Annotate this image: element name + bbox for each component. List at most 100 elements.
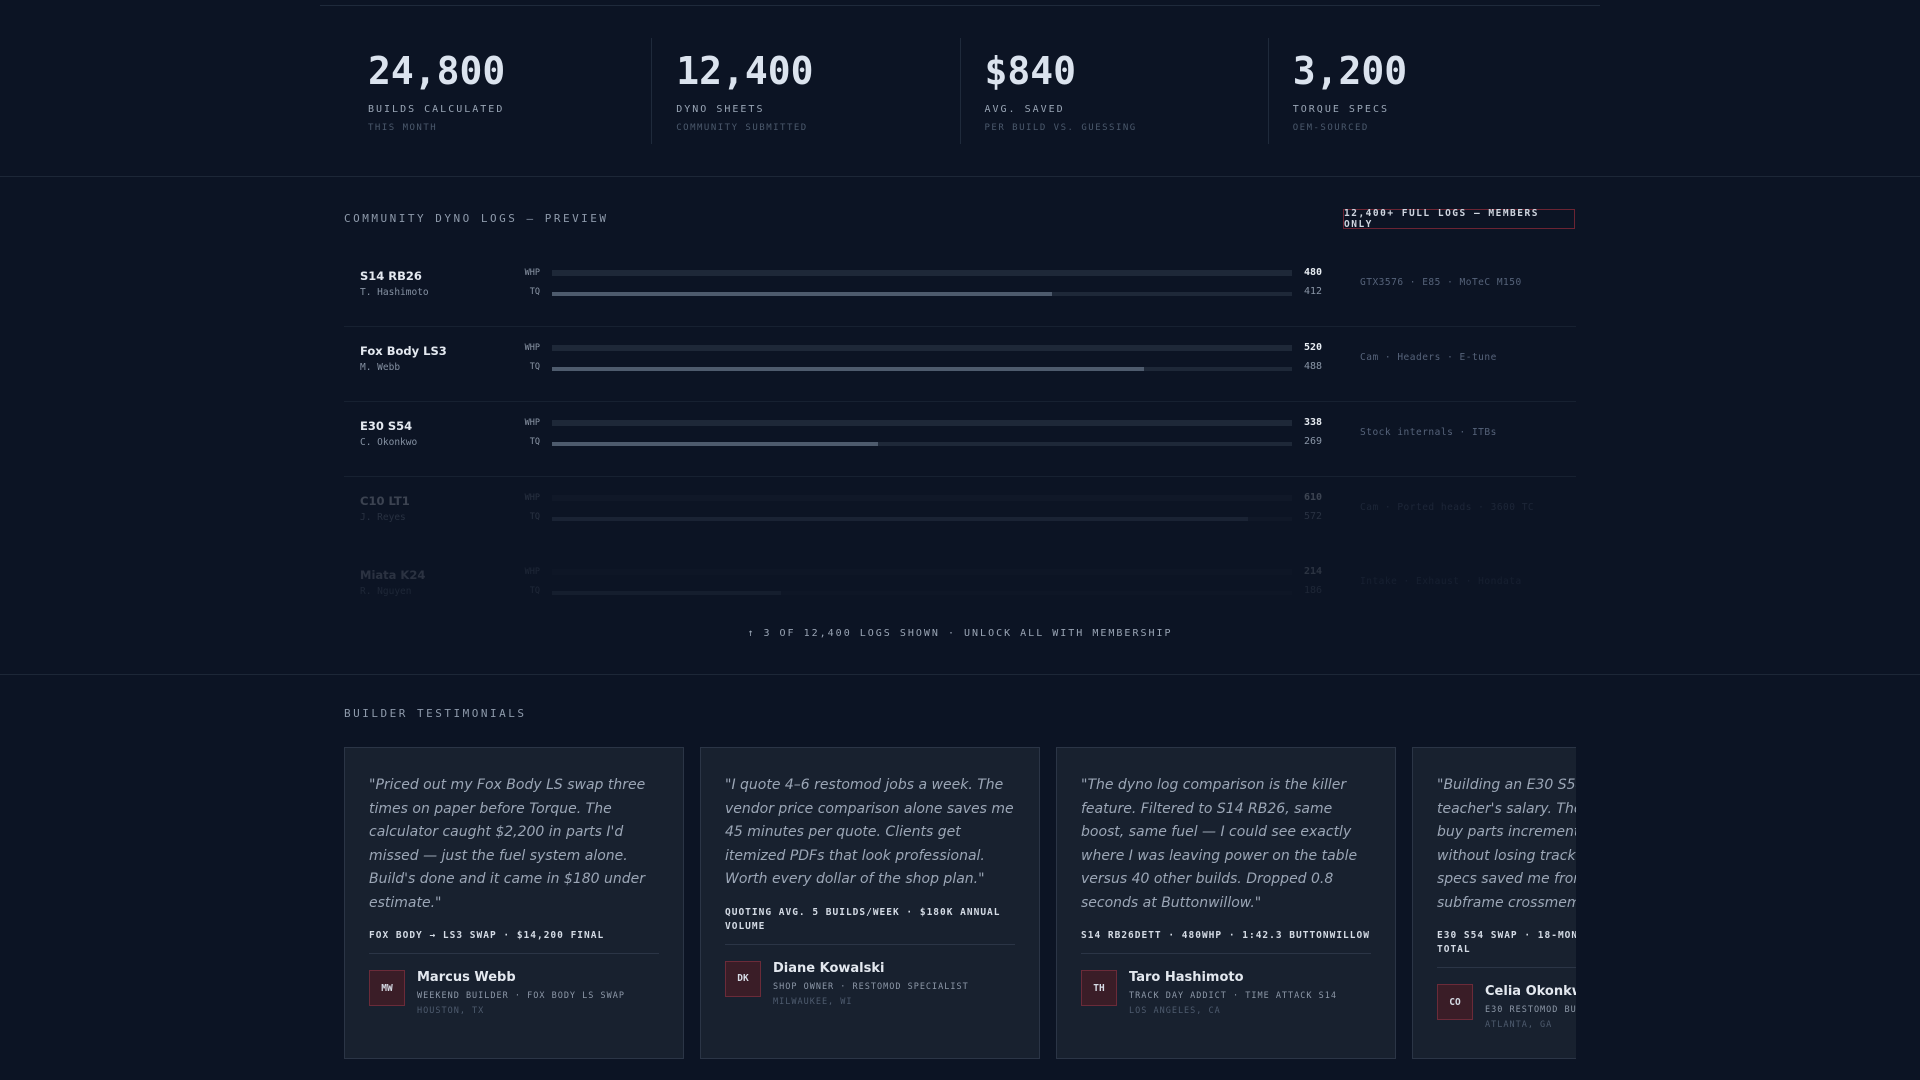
avatar: DK [725,960,761,997]
author: MW Marcus Webb WEEKEND BUILDER · FOX BOD… [369,970,659,1016]
dyno-row-locked: C10 LT1 J. Reyes WHP 610 TQ 572 Cam · Po… [344,477,1576,551]
build-name: C10 LT1 [360,494,410,508]
tq-bar [552,591,1292,595]
author: TH Taro Hashimoto TRACK DAY ADDICT · TIM… [1081,970,1371,1016]
whp-label: WHP [524,493,540,503]
author-name: Marcus Webb [417,970,516,985]
tq-value: 488 [1304,361,1323,372]
author: DK Diane Kowalski SHOP OWNER · RESTOMOD … [725,960,1015,1007]
tq-value: 186 [1304,585,1323,596]
dyno-row[interactable]: E30 S54 C. Okonkwo WHP 338 TQ 269 Stock … [344,402,1576,477]
author-info: Celia Okonkwo E30 RESTOMOD BUILDER ATLAN… [1485,984,1576,1030]
stat-sub: PER BUILD VS. GUESSING [984,123,1137,133]
build-name: S14 RB26 [360,269,422,283]
author-name: Celia Okonkwo [1485,984,1576,999]
author-role: E30 RESTOMOD BUILDER [1485,1005,1576,1015]
tq-value: 572 [1304,511,1323,522]
whp-value: 520 [1304,342,1323,353]
build-summary: E30 S54 SWAP · 18-MONTH BUILD · $11,900 … [1437,929,1576,968]
stat-sub: THIS MONTH [368,123,438,133]
members-only-badge[interactable]: 12,400+ FULL LOGS — MEMBERS ONLY [1343,208,1575,230]
dyno-row[interactable]: S14 RB26 T. Hashimoto WHP 480 TQ 412 GTX… [344,252,1576,327]
avatar: CO [1437,984,1473,1020]
stat-value: 24,800 [368,49,506,93]
dyno-log-list: S14 RB26 T. Hashimoto WHP 480 TQ 412 GTX… [344,252,1576,625]
build-specs: Cam · Ported heads · 3600 TC [1360,502,1535,513]
testimonial-card: "Priced out my Fox Body LS swap three ti… [344,747,684,1059]
stat-value: 12,400 [676,49,814,93]
whp-value: 214 [1304,566,1323,577]
stat-sub: OEM-SOURCED [1292,123,1369,133]
stat-label: AVG. SAVED [984,104,1065,115]
builder-name: T. Hashimoto [360,287,429,298]
avatar: MW [369,970,405,1006]
stat-builds: 24,800 BUILDS CALCULATED THIS MONTH [344,38,651,144]
stat-torque-specs: 3,200 TORQUE SPECS OEM-SOURCED [1267,38,1576,144]
avatar: TH [1081,970,1117,1006]
build-name: Miata K24 [360,568,426,582]
tq-label: TQ [529,586,540,596]
whp-bar [552,420,1292,426]
tq-value: 412 [1304,286,1323,297]
testimonial-card: "The dyno log comparison is the killer f… [1056,747,1396,1059]
build-specs: Intake · Exhaust · Hondata [1360,576,1522,587]
whp-value: 338 [1304,417,1323,428]
top-divider [320,5,1600,6]
testimonial-carousel[interactable]: "Priced out my Fox Body LS swap three ti… [344,747,1576,1059]
whp-value: 480 [1304,267,1323,278]
tq-bar-fill [552,292,1053,296]
stat-dyno-sheets: 12,400 DYNO SHEETS COMMUNITY SUBMITTED [651,38,959,144]
tq-bar [552,367,1292,371]
whp-label: WHP [524,418,540,428]
builder-name: M. Webb [360,362,401,373]
author-location: MILWAUKEE, WI [773,996,853,1007]
whp-label: WHP [524,567,540,577]
stat-value: $840 [984,49,1077,93]
stat-value: 3,200 [1292,49,1408,93]
author: CO Celia Okonkwo E30 RESTOMOD BUILDER AT… [1437,984,1576,1030]
tq-label: TQ [529,287,540,297]
builder-name: R. Nguyen [360,586,412,597]
tq-label: TQ [529,362,540,372]
testimonial-card: "I quote 4–6 restomod jobs a week. The v… [700,747,1040,1059]
whp-bar [552,495,1292,501]
whp-bar [552,569,1292,575]
stat-label: TORQUE SPECS [1292,104,1389,115]
stats-strip: 24,800 BUILDS CALCULATED THIS MONTH 12,4… [344,38,1576,144]
dyno-row-locked: Miata K24 R. Nguyen WHP 214 TQ 186 Intak… [344,551,1576,625]
tq-bar [552,292,1292,296]
build-specs: Stock internals · ITBs [1360,427,1497,438]
author-info: Marcus Webb WEEKEND BUILDER · FOX BODY L… [417,970,625,1016]
author-role: TRACK DAY ADDICT · TIME ATTACK S14 [1129,991,1337,1001]
author-location: LOS ANGELES, CA [1129,1006,1221,1016]
build-specs: Cam · Headers · E-tune [1360,352,1497,363]
stat-sub: COMMUNITY SUBMITTED [676,123,808,133]
testimonial-quote: "Building an E30 S54 swap on a teacher's… [1437,777,1576,911]
tq-bar-fill [552,442,878,446]
author-location: HOUSTON, TX [417,1006,485,1016]
unlock-membership-note[interactable]: ↑ 3 OF 12,400 LOGS SHOWN · UNLOCK ALL WI… [747,628,1173,639]
build-specs: GTX3576 · E85 · MoTeC M150 [1360,277,1522,288]
whp-label: WHP [524,343,540,353]
whp-bar [552,345,1292,351]
build-name: E30 S54 [360,419,413,433]
stat-avg-saved: $840 AVG. SAVED PER BUILD VS. GUESSING [959,38,1268,144]
build-summary: S14 RB26DETT · 480WHP · 1:42.3 BUTTONWIL… [1081,929,1371,954]
stat-label: BUILDS CALCULATED [368,104,505,115]
dyno-section-title: COMMUNITY DYNO LOGS — PREVIEW [344,212,609,225]
whp-label: WHP [524,268,540,278]
tq-bar [552,442,1292,446]
tq-bar-fill [552,591,782,595]
dyno-row[interactable]: Fox Body LS3 M. Webb WHP 520 TQ 488 Cam … [344,327,1576,402]
author-role: WEEKEND BUILDER · FOX BODY LS SWAP [417,991,625,1001]
tq-label: TQ [529,437,540,447]
tq-value: 269 [1304,436,1323,447]
author-role: SHOP OWNER · RESTOMOD SPECIALIST [773,981,969,992]
tq-bar [552,517,1292,521]
testimonial-quote: "I quote 4–6 restomod jobs a week. The v… [725,777,1014,887]
builder-name: J. Reyes [360,512,406,523]
author-info: Taro Hashimoto TRACK DAY ADDICT · TIME A… [1129,970,1337,1016]
testimonial-quote: "Priced out my Fox Body LS swap three ti… [369,777,646,911]
tq-bar-fill [552,367,1144,371]
build-summary: FOX BODY → LS3 SWAP · $14,200 FINAL [369,929,659,954]
